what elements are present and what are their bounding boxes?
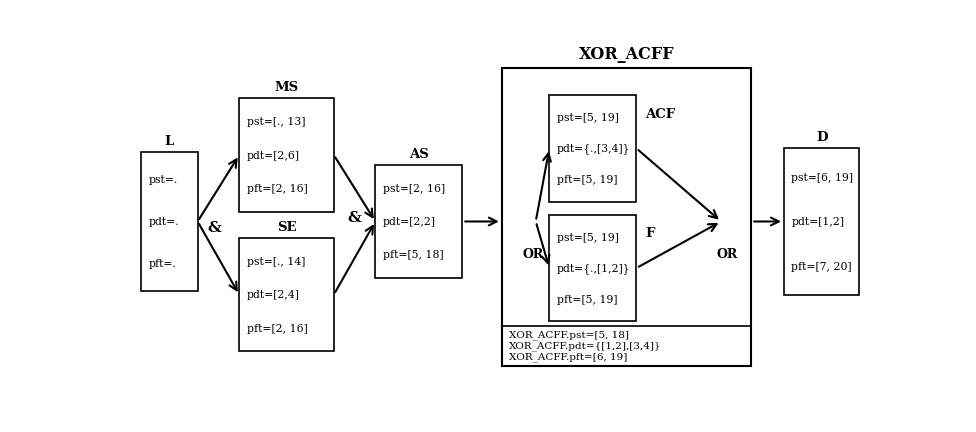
Text: pdt=[2,4]: pdt=[2,4] <box>247 290 300 300</box>
Text: pst=[., 14]: pst=[., 14] <box>247 257 305 267</box>
Text: L: L <box>165 135 174 148</box>
Text: F: F <box>645 228 655 241</box>
Text: XOR_ACFF.pst=[5, 18]: XOR_ACFF.pst=[5, 18] <box>509 330 630 340</box>
Text: pft=[2, 16]: pft=[2, 16] <box>247 184 307 194</box>
Bar <box>784 148 860 295</box>
Text: pst=[6, 19]: pst=[6, 19] <box>792 173 853 183</box>
Text: pst=[5, 19]: pst=[5, 19] <box>557 113 619 123</box>
Text: AS: AS <box>409 148 428 161</box>
Text: &: & <box>208 221 222 235</box>
Text: pdt={.,[3,4]}: pdt={.,[3,4]} <box>557 143 630 154</box>
Text: pft=.: pft=. <box>148 259 177 269</box>
Bar <box>239 98 334 212</box>
Text: pft=[2, 16]: pft=[2, 16] <box>247 324 307 334</box>
Bar <box>376 165 463 278</box>
Text: OR: OR <box>716 248 738 261</box>
Text: pst=[2, 16]: pst=[2, 16] <box>383 184 445 194</box>
Text: pst=[., 13]: pst=[., 13] <box>247 118 305 127</box>
Bar <box>549 215 636 321</box>
Text: XOR_ACFF.pdt={[1,2],[3,4]}: XOR_ACFF.pdt={[1,2],[3,4]} <box>509 341 662 351</box>
Text: MS: MS <box>274 81 299 95</box>
Text: pft=[5, 18]: pft=[5, 18] <box>383 251 443 260</box>
Text: XOR_ACFF.pft=[6, 19]: XOR_ACFF.pft=[6, 19] <box>509 353 628 362</box>
Text: pft=[7, 20]: pft=[7, 20] <box>792 261 852 271</box>
Text: XOR_ACFF: XOR_ACFF <box>579 47 674 64</box>
Text: pdt=[2,2]: pdt=[2,2] <box>383 217 436 227</box>
Bar <box>502 68 752 366</box>
Text: pdt=[1,2]: pdt=[1,2] <box>792 217 844 227</box>
Text: pdt=[2,6]: pdt=[2,6] <box>247 151 300 161</box>
Bar <box>549 95 636 201</box>
Text: pdt={.,[1,2]}: pdt={.,[1,2]} <box>557 264 630 274</box>
Bar <box>239 238 334 351</box>
Text: pft=[5, 19]: pft=[5, 19] <box>557 295 618 305</box>
Text: ACF: ACF <box>645 108 675 121</box>
Text: OR: OR <box>523 248 544 261</box>
Text: pst=[5, 19]: pst=[5, 19] <box>557 233 619 243</box>
Text: pft=[5, 19]: pft=[5, 19] <box>557 175 618 185</box>
Text: &: & <box>347 211 361 225</box>
Text: pdt=.: pdt=. <box>148 217 180 227</box>
Bar <box>141 152 197 291</box>
Text: pst=.: pst=. <box>148 175 178 185</box>
Text: D: D <box>816 131 828 144</box>
Text: SE: SE <box>277 221 297 234</box>
